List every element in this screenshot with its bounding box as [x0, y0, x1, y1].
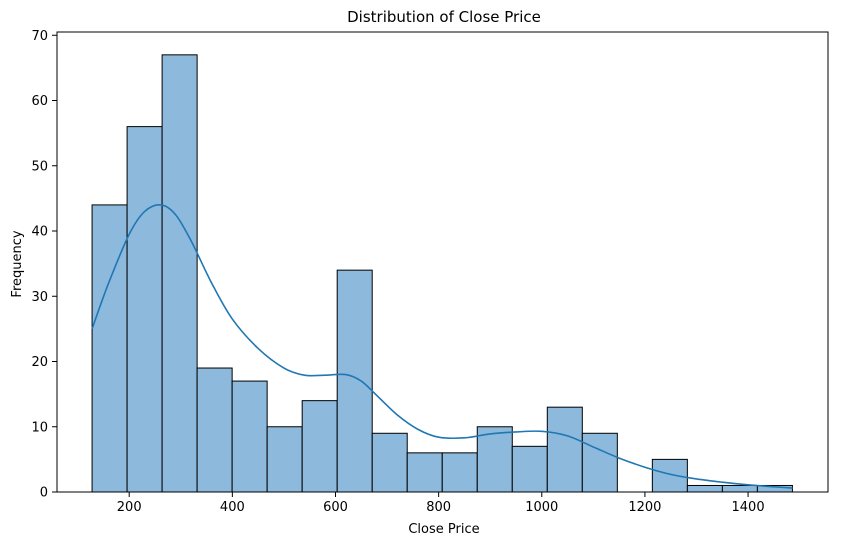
histogram-bar: [511, 445, 548, 493]
histogram-bar: [721, 484, 758, 493]
x-tick-label: 800: [426, 500, 451, 515]
y-tick-label: 0: [40, 486, 48, 501]
y-tick-label: 40: [31, 225, 48, 240]
histogram-bar: [406, 452, 443, 493]
histogram-bar: [371, 432, 408, 493]
histogram-bar: [651, 458, 688, 493]
histogram-bar: [546, 406, 583, 493]
plot-frame: [56, 31, 829, 493]
y-tick-label: 10: [31, 420, 48, 435]
chart-title: Distribution of Close Price: [347, 8, 541, 26]
x-tick-label: 400: [220, 500, 245, 515]
x-tick-label: 1000: [525, 500, 558, 515]
y-axis-label: Frequency: [10, 230, 25, 297]
x-tick-label: 1400: [732, 500, 765, 515]
y-axis: 0 10 20 30 40 50 60 70: [31, 29, 57, 501]
histogram-bar: [301, 400, 338, 493]
x-tick-label: 200: [117, 500, 142, 515]
y-tick-label: 20: [31, 355, 48, 370]
y-tick-label: 70: [31, 29, 48, 44]
histogram-bar: [266, 426, 303, 493]
histogram-bar: [231, 380, 268, 493]
y-tick-label: 30: [31, 290, 48, 305]
x-tick-label: 1200: [628, 500, 661, 515]
histogram-bar: [476, 426, 513, 493]
histogram-bars: [91, 54, 793, 493]
histogram-bar: [126, 126, 163, 493]
y-tick-label: 50: [31, 159, 48, 174]
histogram-bar: [686, 484, 723, 493]
y-tick-label: 60: [31, 94, 48, 109]
histogram-bar: [91, 204, 128, 493]
kde-line: [91, 204, 793, 489]
histogram-bar: [581, 432, 618, 493]
x-tick-label: 600: [323, 500, 348, 515]
histogram-bar: [161, 54, 198, 493]
histogram-bar: [336, 269, 373, 493]
x-axis-label: Close Price: [408, 522, 479, 537]
x-axis: 200 400 600 800 1000 1200 1400: [117, 492, 765, 515]
histogram-bar: [196, 367, 233, 493]
histogram-bar: [441, 452, 478, 493]
